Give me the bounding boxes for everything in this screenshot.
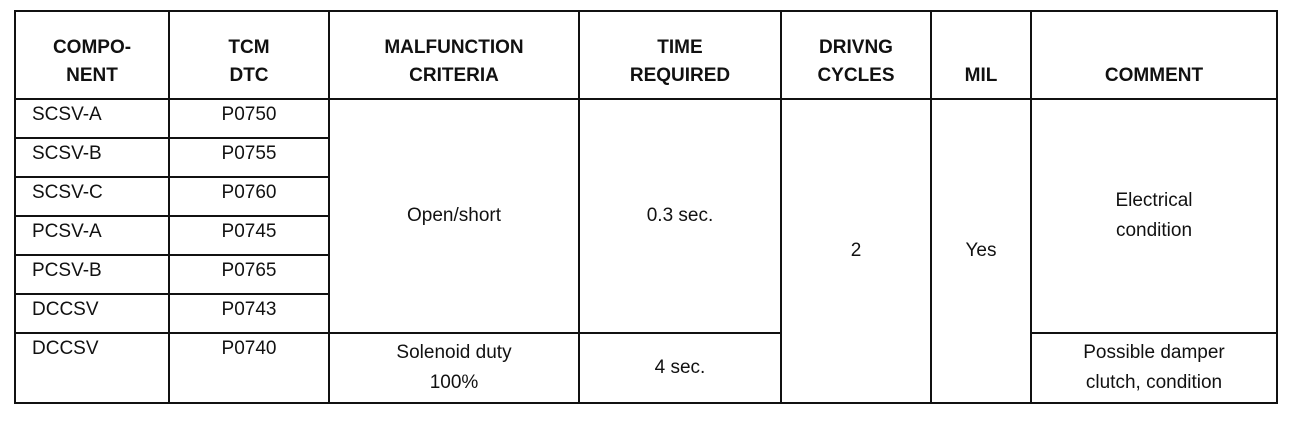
comment: Electrical condition — [1030, 98, 1278, 334]
header-cell: TIME REQUIRED — [578, 10, 782, 100]
row: PCSV-A P0745 — [14, 215, 1277, 256]
component: SCSV-B — [14, 137, 170, 178]
header-cell: TCM DTC — [168, 10, 330, 100]
component: SCSV-C — [14, 176, 170, 217]
component: DCCSV — [14, 332, 170, 404]
dtc: P0760 — [168, 176, 330, 217]
header-cell: COMPO- NENT — [14, 10, 170, 100]
row: PCSV-B P0765 — [14, 254, 1277, 295]
dtc: P0750 — [168, 98, 330, 139]
header-cell: COMMENT — [1030, 10, 1278, 100]
dtc: P0765 — [168, 254, 330, 295]
time: 0.3 sec. — [578, 98, 782, 334]
header-cell: DRIVNG CYCLES — [780, 10, 932, 100]
header-row: COMPO- NENT TCM DTC MALFUNCTION CRITERIA… — [14, 10, 1278, 100]
dtc: P0755 — [168, 137, 330, 178]
row: DCCSV P0743 — [14, 293, 1277, 334]
dtc: P0740 — [168, 332, 330, 404]
cycles: 2 — [780, 98, 932, 404]
component: PCSV-A — [14, 215, 170, 256]
header-cell: MIL — [930, 10, 1032, 100]
dtc: P0745 — [168, 215, 330, 256]
header-cell: MALFUNCTION CRITERIA — [328, 10, 580, 100]
criteria: Solenoid duty 100% — [328, 332, 580, 404]
component: PCSV-B — [14, 254, 170, 295]
mil: Yes — [930, 98, 1032, 404]
comment: Possible damper clutch, condition — [1030, 332, 1278, 404]
component: SCSV-A — [14, 98, 170, 139]
dtc: P0743 — [168, 293, 330, 334]
component: DCCSV — [14, 293, 170, 334]
criteria: Open/short — [328, 98, 580, 334]
row: SCSV-B P0755 — [14, 137, 1277, 178]
row: SCSV-C P0760 — [14, 176, 1277, 217]
spec-table: COMPO- NENT TCM DTC MALFUNCTION CRITERIA… — [14, 10, 1278, 404]
row: SCSV-A P0750 Open/short 0.3 sec. 2 Yes E… — [14, 98, 1278, 404]
row: DCCSV P0740 Solenoid duty 100% 4 sec. Po… — [14, 332, 1278, 404]
time: 4 sec. — [578, 332, 782, 404]
